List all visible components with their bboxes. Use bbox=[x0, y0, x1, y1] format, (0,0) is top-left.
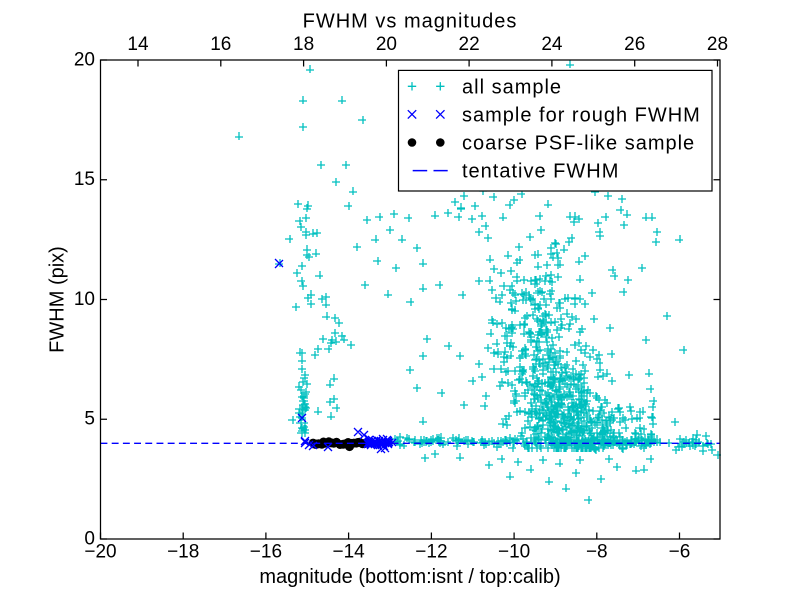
svg-text:5: 5 bbox=[84, 409, 95, 430]
svg-text:−8: −8 bbox=[586, 542, 608, 563]
svg-text:−20: −20 bbox=[84, 542, 116, 563]
svg-text:14: 14 bbox=[127, 34, 149, 55]
svg-text:sample for rough FWHM: sample for rough FWHM bbox=[462, 104, 701, 126]
svg-text:magnitude (bottom:isnt / top:c: magnitude (bottom:isnt / top:calib) bbox=[259, 566, 560, 588]
svg-text:−6: −6 bbox=[669, 542, 691, 563]
svg-text:all sample: all sample bbox=[462, 76, 562, 98]
svg-text:−10: −10 bbox=[498, 542, 530, 563]
svg-text:22: 22 bbox=[459, 34, 480, 55]
svg-text:−16: −16 bbox=[250, 542, 282, 563]
svg-text:20: 20 bbox=[376, 34, 397, 55]
svg-text:20: 20 bbox=[74, 49, 95, 70]
svg-text:0: 0 bbox=[84, 528, 95, 549]
svg-text:−14: −14 bbox=[332, 542, 365, 563]
svg-text:18: 18 bbox=[293, 34, 314, 55]
svg-text:10: 10 bbox=[74, 289, 95, 310]
svg-text:tentative FWHM: tentative FWHM bbox=[462, 161, 619, 183]
svg-text:26: 26 bbox=[624, 34, 645, 55]
svg-text:FWHM vs magnitudes: FWHM vs magnitudes bbox=[303, 11, 518, 33]
svg-text:FWHM (pix): FWHM (pix) bbox=[47, 246, 69, 353]
svg-text:16: 16 bbox=[210, 34, 231, 55]
svg-text:coarse PSF-like sample: coarse PSF-like sample bbox=[462, 133, 695, 155]
svg-text:−18: −18 bbox=[167, 542, 199, 563]
svg-text:24: 24 bbox=[541, 34, 563, 55]
svg-text:28: 28 bbox=[707, 34, 728, 55]
svg-text:−12: −12 bbox=[415, 542, 447, 563]
svg-text:15: 15 bbox=[74, 169, 95, 190]
